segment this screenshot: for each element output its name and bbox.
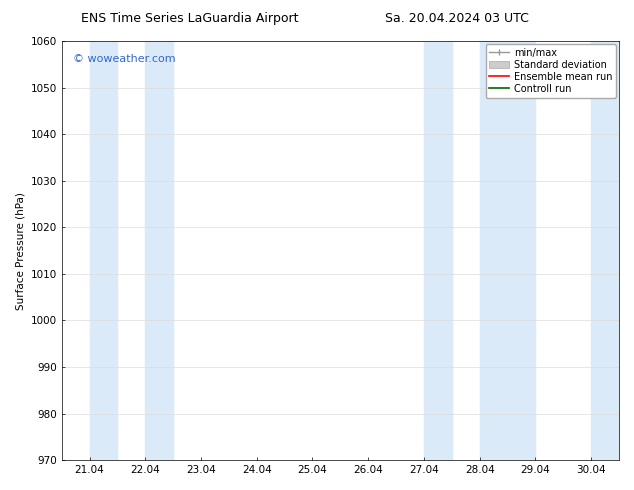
Bar [145,41,173,460]
Bar [480,41,508,460]
Bar [508,41,535,460]
Bar [591,41,619,460]
Bar [89,41,117,460]
Text: Sa. 20.04.2024 03 UTC: Sa. 20.04.2024 03 UTC [385,12,528,25]
Bar [424,41,452,460]
Text: ENS Time Series LaGuardia Airport: ENS Time Series LaGuardia Airport [81,12,299,25]
Y-axis label: Surface Pressure (hPa): Surface Pressure (hPa) [15,192,25,310]
Legend: min/max, Standard deviation, Ensemble mean run, Controll run: min/max, Standard deviation, Ensemble me… [486,44,616,98]
Text: © woweather.com: © woweather.com [73,53,176,64]
